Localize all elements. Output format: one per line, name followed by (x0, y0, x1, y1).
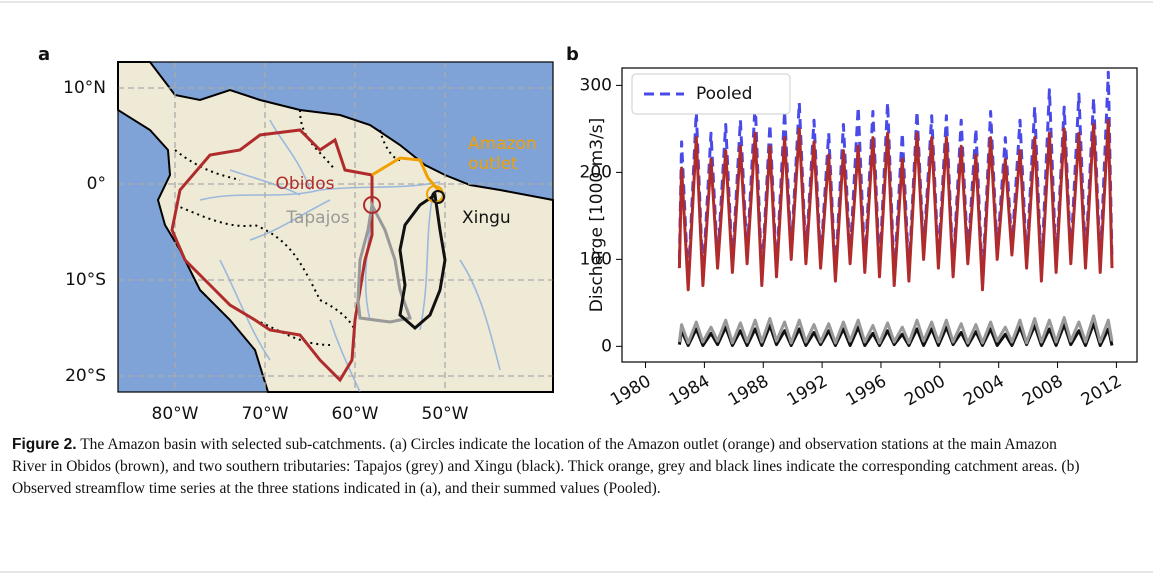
series-line (677, 118, 1114, 292)
lat-label: 20°S (65, 366, 106, 386)
lat-label: 0° (87, 174, 106, 194)
legend-label: Pooled (696, 84, 752, 104)
xingu-station (431, 190, 445, 204)
panel-label: b (566, 44, 579, 65)
map-frame (117, 61, 554, 393)
lat-label: 10°N (63, 78, 106, 98)
obidos-station (363, 196, 381, 214)
map: Obidos Tapajos Xingu 10°N 0° 10°S 20°S 8… (63, 61, 554, 424)
series-line (677, 322, 1114, 347)
x-tick-label: 2008 (1019, 371, 1066, 410)
caption: Figure 2. The Amazon basin with selected… (12, 434, 1092, 500)
lat-label: 10°S (65, 270, 106, 290)
x-tick-label: 2012 (1078, 371, 1125, 410)
lon-label: 50°W (422, 404, 469, 424)
x-tick-label: 2004 (960, 371, 1007, 410)
rivers (199, 119, 501, 393)
caption-label: Figure 2. (12, 436, 77, 453)
x-tick-label: 1980 (607, 371, 654, 410)
obidos-label: Obidos (276, 174, 335, 194)
x-tick-label: 1988 (725, 371, 772, 410)
land (117, 61, 554, 393)
obidos-catchment (170, 128, 374, 383)
y-tick-label: 300 (580, 75, 612, 95)
x-tick-label: 1996 (843, 371, 890, 410)
plot: 0 100 200 300 1980 1984 1988 1992 1996 2000 2004 20… (580, 67, 1138, 410)
y-tick-label: 0 (601, 336, 612, 356)
y-axis-title: Discharge [1000 m3/s] (587, 118, 607, 312)
lon-label: 70°W (242, 404, 289, 424)
caption-text: The Amazon basin with selected sub-catch… (12, 436, 1080, 497)
x-tick-label: 1992 (784, 371, 831, 410)
y-tick-label: 200 (580, 162, 612, 182)
lon-label: 60°W (332, 404, 379, 424)
outlet-catchment (371, 156, 442, 193)
panel-label: a (38, 44, 50, 65)
xingu-label: Xingu (462, 208, 511, 228)
xingu-catchment (398, 192, 447, 330)
x-tick-label: 2000 (901, 371, 948, 410)
tapajos-catchment (356, 200, 412, 324)
tapajos-label: Tapajos (285, 208, 349, 228)
outlet-label: Amazon outlet (468, 134, 537, 174)
lon-label: 80°W (152, 404, 199, 424)
x-tick-label: 1984 (666, 371, 713, 410)
y-tick-label: 100 (580, 249, 612, 269)
legend-box (631, 73, 791, 115)
series-line (677, 314, 1114, 345)
axes-frame (621, 67, 1138, 363)
